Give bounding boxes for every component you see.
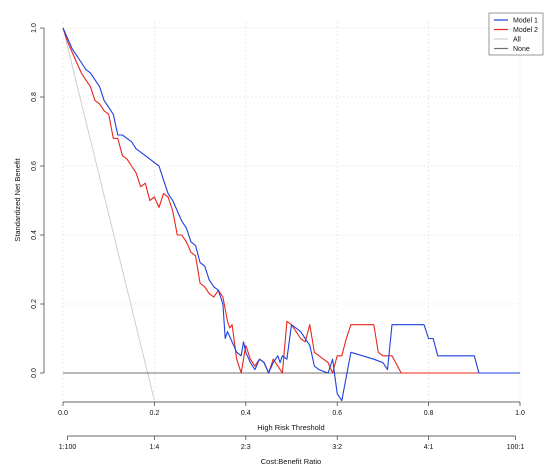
x-tick-label-0: 0.0	[58, 410, 68, 417]
x2-tick-label-0: 1:100	[59, 444, 77, 451]
x2-tick-label-2: 2:3	[241, 444, 251, 451]
x-tick-label-5: 1.0	[515, 410, 525, 417]
y-tick-label-2: 0.4	[31, 230, 38, 240]
x2-tick-label-5: 100:1	[507, 444, 525, 451]
legend-label-3: None	[513, 46, 530, 53]
x-axis: 0.0 0.2 0.4 0.6 0.8 1.0	[58, 401, 525, 417]
y-axis-title: Standardized Net Benefit	[13, 157, 22, 241]
legend-label-1: Model 2	[513, 27, 538, 34]
y-tick-label-5: 1.0	[31, 23, 38, 33]
x-tick-label-4: 0.8	[424, 410, 434, 417]
x-axis-title: High Risk Threshold	[257, 423, 324, 432]
y-tick-label-3: 0.6	[31, 161, 38, 171]
x-tick-label-3: 0.6	[332, 410, 342, 417]
x-tick-label-2: 0.4	[241, 410, 251, 417]
legend-label-2: All	[513, 37, 521, 44]
x2-tick-label-3: 3:2	[332, 444, 342, 451]
y-tick-label-4: 0.8	[31, 92, 38, 102]
y-axis: 0.0 0.2 0.4 0.6 0.8 1.0	[31, 23, 45, 378]
x-tick-label-1: 0.2	[150, 410, 160, 417]
y-tick-label-1: 0.2	[31, 299, 38, 309]
x2-tick-label-1: 1:4	[150, 444, 160, 451]
series-line-model-1	[62, 27, 520, 402]
series-lines	[62, 27, 520, 402]
x2-axis-title: Cost:Benefit Ratio	[261, 457, 321, 466]
grid	[62, 22, 521, 400]
legend: Model 1 Model 2 All None	[488, 12, 544, 56]
legend-label-0: Model 1	[513, 18, 538, 25]
reference-lines	[62, 27, 520, 401]
series-line-model-2	[62, 27, 520, 374]
x2-tick-label-4: 4:1	[424, 444, 434, 451]
x2-axis: 1:100 1:4 2:3 3:2 4:1 100:1	[59, 435, 525, 451]
y-tick-label-0: 0.0	[31, 368, 38, 378]
series-line-all	[62, 27, 155, 401]
